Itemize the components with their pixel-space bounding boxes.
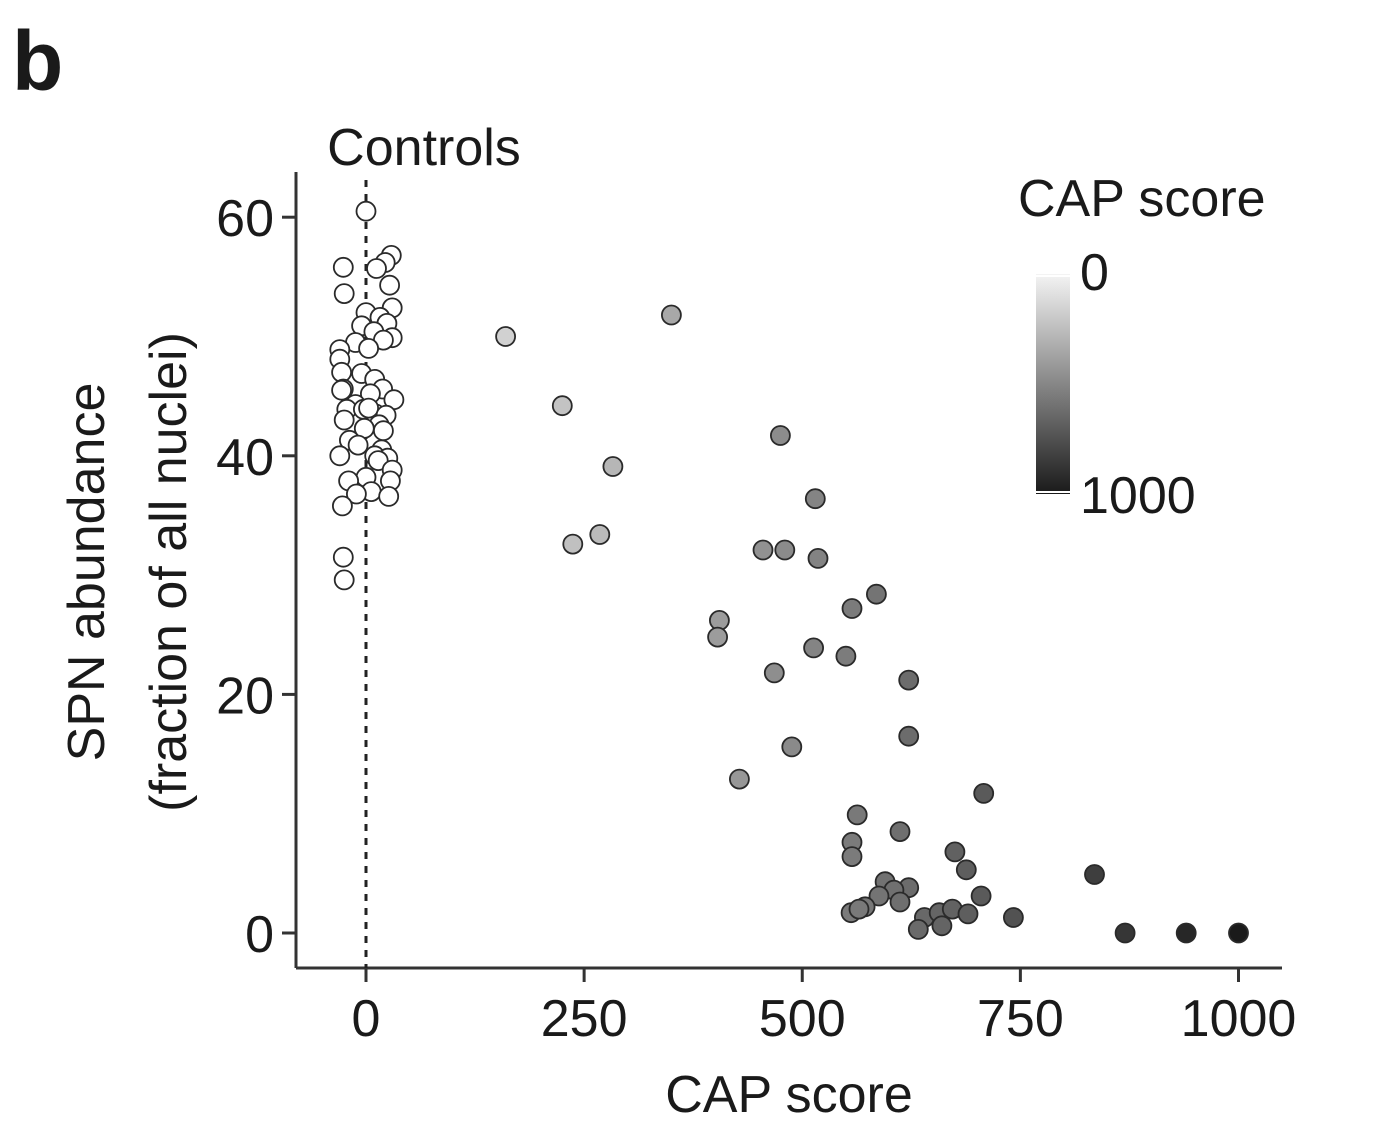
control-point xyxy=(333,283,355,305)
legend-title: CAP score xyxy=(1018,170,1266,228)
case-point xyxy=(866,583,887,605)
case-point xyxy=(602,456,624,477)
case-point xyxy=(868,885,890,907)
case-point xyxy=(835,645,857,667)
axes xyxy=(294,172,1282,970)
control-point xyxy=(331,495,353,517)
controls-annotation: Controls xyxy=(327,119,521,177)
case-point xyxy=(774,539,796,561)
case-point xyxy=(907,919,929,940)
case-point xyxy=(807,548,829,569)
case-point xyxy=(846,804,868,826)
case-point xyxy=(752,539,774,561)
control-point xyxy=(372,420,394,442)
control-point xyxy=(332,256,354,278)
control-point xyxy=(332,546,354,568)
case-point xyxy=(841,846,863,867)
case-point xyxy=(589,524,611,545)
control-point xyxy=(358,397,380,419)
color-scale-legend: CAP score 0 1000 xyxy=(1018,170,1266,525)
case-point xyxy=(804,488,826,510)
legend-max-label: 1000 xyxy=(1080,467,1196,525)
case-point xyxy=(781,736,803,758)
y-axis-title-line1: SPN abundance xyxy=(58,383,116,762)
case-point xyxy=(551,395,573,417)
case-point xyxy=(957,903,979,925)
x-tick-label: 250 xyxy=(541,990,628,1048)
y-tick-label: 20 xyxy=(216,667,274,725)
case-point xyxy=(841,598,863,619)
case-point xyxy=(729,768,750,790)
y-axis-title-line2: (fraction of all nuclei) xyxy=(140,332,198,812)
control-point xyxy=(358,337,380,359)
case-point xyxy=(898,669,920,691)
control-point xyxy=(378,485,400,507)
y-tick-label: 40 xyxy=(216,429,274,487)
data-points xyxy=(329,200,1249,944)
legend-min-label: 0 xyxy=(1080,244,1109,302)
case-point xyxy=(889,891,911,913)
colorbar xyxy=(1036,274,1070,494)
case-point xyxy=(707,626,728,648)
case-point xyxy=(803,637,824,659)
case-point xyxy=(562,533,584,555)
y-tick-label: 0 xyxy=(245,906,274,964)
x-ticks: 0 250 500 750 1000 xyxy=(352,968,1297,1048)
case-point xyxy=(955,859,977,881)
case-point xyxy=(1228,922,1249,944)
case-point xyxy=(1114,922,1136,944)
case-point xyxy=(1084,864,1105,885)
case-point xyxy=(970,885,992,907)
case-point xyxy=(763,662,785,684)
case-point xyxy=(1175,922,1197,944)
x-axis-title: CAP score xyxy=(665,1066,913,1124)
case-point xyxy=(889,821,911,842)
x-tick-label: 1000 xyxy=(1181,990,1297,1048)
control-point xyxy=(345,483,367,505)
panel-label: b xyxy=(12,14,63,108)
control-point xyxy=(355,200,377,222)
control-point xyxy=(366,258,387,279)
control-point xyxy=(329,445,351,467)
y-tick-label: 60 xyxy=(216,190,274,248)
case-point xyxy=(944,841,966,863)
control-point xyxy=(333,569,355,591)
case-point xyxy=(848,898,870,920)
case-point xyxy=(661,304,682,326)
case-point xyxy=(495,326,517,347)
control-point xyxy=(347,434,369,456)
case-point xyxy=(931,915,953,937)
x-tick-label: 500 xyxy=(759,990,846,1048)
y-ticks: 0 20 40 60 xyxy=(216,190,296,964)
case-point xyxy=(973,783,995,804)
control-point xyxy=(333,409,355,431)
case-point xyxy=(1003,907,1024,928)
case-point xyxy=(898,725,920,747)
x-tick-label: 0 xyxy=(352,990,381,1048)
case-point xyxy=(770,425,791,446)
x-tick-label: 750 xyxy=(977,990,1064,1048)
control-point xyxy=(379,274,401,296)
control-point xyxy=(331,379,353,401)
